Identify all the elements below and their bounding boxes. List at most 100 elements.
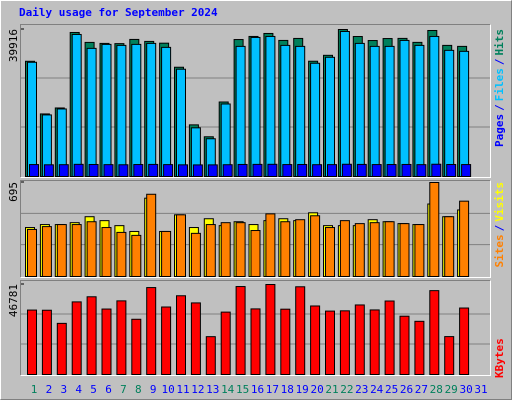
bar — [369, 222, 380, 277]
x-tick-label: 18 — [281, 383, 294, 396]
legend-entry: Pages — [493, 114, 506, 147]
bar — [220, 311, 231, 375]
bar — [399, 315, 410, 375]
bar — [371, 164, 382, 178]
bar — [116, 300, 127, 376]
x-tick-label: 10 — [161, 383, 174, 396]
bar — [444, 216, 455, 277]
bar — [27, 61, 37, 177]
bar — [58, 164, 69, 177]
bar — [310, 62, 321, 177]
bar — [41, 309, 52, 375]
bar — [327, 164, 337, 177]
panel-bevel-light — [20, 24, 491, 178]
bar — [369, 45, 380, 177]
bar — [27, 228, 37, 277]
bar — [86, 296, 97, 375]
bar — [101, 308, 112, 376]
bar — [356, 163, 367, 178]
legend-entry: KBytes — [493, 338, 506, 378]
bar — [459, 50, 470, 177]
bar — [71, 301, 82, 375]
legend: KBytes — [493, 338, 506, 378]
bar — [401, 163, 412, 177]
bar — [133, 164, 144, 177]
panel-bevel-light — [20, 180, 491, 278]
bar — [220, 222, 231, 277]
bar — [295, 219, 306, 277]
bar — [118, 164, 129, 177]
bar — [222, 164, 233, 178]
bar — [41, 226, 52, 277]
x-tick-label: 2 — [46, 383, 53, 396]
x-tick-label: 8 — [135, 383, 142, 396]
bar — [431, 163, 442, 177]
bar — [384, 45, 395, 177]
bar — [414, 44, 425, 177]
bar — [325, 227, 335, 277]
bar — [205, 336, 216, 375]
x-tick-label: 30 — [459, 383, 472, 396]
x-tick-label: 20 — [310, 383, 323, 396]
y-tick-label: 695 — [7, 182, 20, 202]
bar — [235, 222, 246, 277]
legend-entry: Files — [493, 68, 506, 101]
bar — [280, 221, 291, 277]
x-tick-label: 23 — [355, 383, 368, 396]
bar — [339, 310, 350, 376]
bar — [384, 300, 395, 376]
x-tick-label: 4 — [75, 383, 82, 396]
bar — [265, 35, 276, 177]
x-tick-label: 5 — [90, 383, 97, 396]
panel-bevel-dark — [20, 280, 491, 376]
bar — [73, 163, 84, 178]
bar — [386, 164, 397, 177]
bar — [310, 305, 321, 375]
panel-bevel-dark — [20, 24, 491, 178]
x-tick-label: 6 — [105, 383, 112, 396]
bar — [116, 44, 127, 178]
bar — [161, 46, 172, 178]
bar — [176, 295, 186, 376]
bar — [190, 302, 201, 375]
bar — [146, 193, 157, 277]
bar — [237, 163, 248, 177]
bar — [56, 322, 67, 376]
bar — [312, 164, 323, 177]
bar — [163, 164, 174, 177]
bar — [444, 336, 455, 376]
x-tick-label: 13 — [206, 383, 219, 396]
bar — [354, 223, 365, 277]
legend-entry: Visits — [493, 182, 506, 222]
bar — [86, 221, 97, 277]
bar — [235, 45, 246, 178]
bar — [101, 43, 112, 178]
bar — [86, 47, 97, 178]
bar — [176, 68, 186, 177]
bar — [101, 227, 112, 277]
bar — [267, 163, 278, 177]
bar — [461, 164, 472, 178]
bar — [399, 223, 410, 277]
x-tick-label: 16 — [251, 383, 264, 396]
bar — [416, 164, 427, 178]
legend-entry: Hits — [493, 29, 506, 56]
x-tick-label: 27 — [415, 383, 428, 396]
bar — [27, 309, 37, 376]
bar — [178, 164, 188, 177]
bar — [384, 221, 395, 277]
bar — [250, 36, 261, 177]
x-tick-label: 26 — [400, 383, 413, 396]
bar — [252, 163, 263, 177]
x-tick-label: 15 — [236, 383, 249, 396]
bar — [325, 310, 335, 375]
x-tick-label: 28 — [430, 383, 443, 396]
bar — [146, 42, 157, 177]
x-tick-label: 14 — [221, 383, 235, 396]
y-tick-label: 46781 — [7, 284, 20, 317]
bar — [280, 44, 291, 177]
bar — [56, 224, 67, 277]
panel-bevel-dark — [20, 180, 491, 278]
bar — [192, 164, 203, 177]
bar — [103, 164, 114, 178]
